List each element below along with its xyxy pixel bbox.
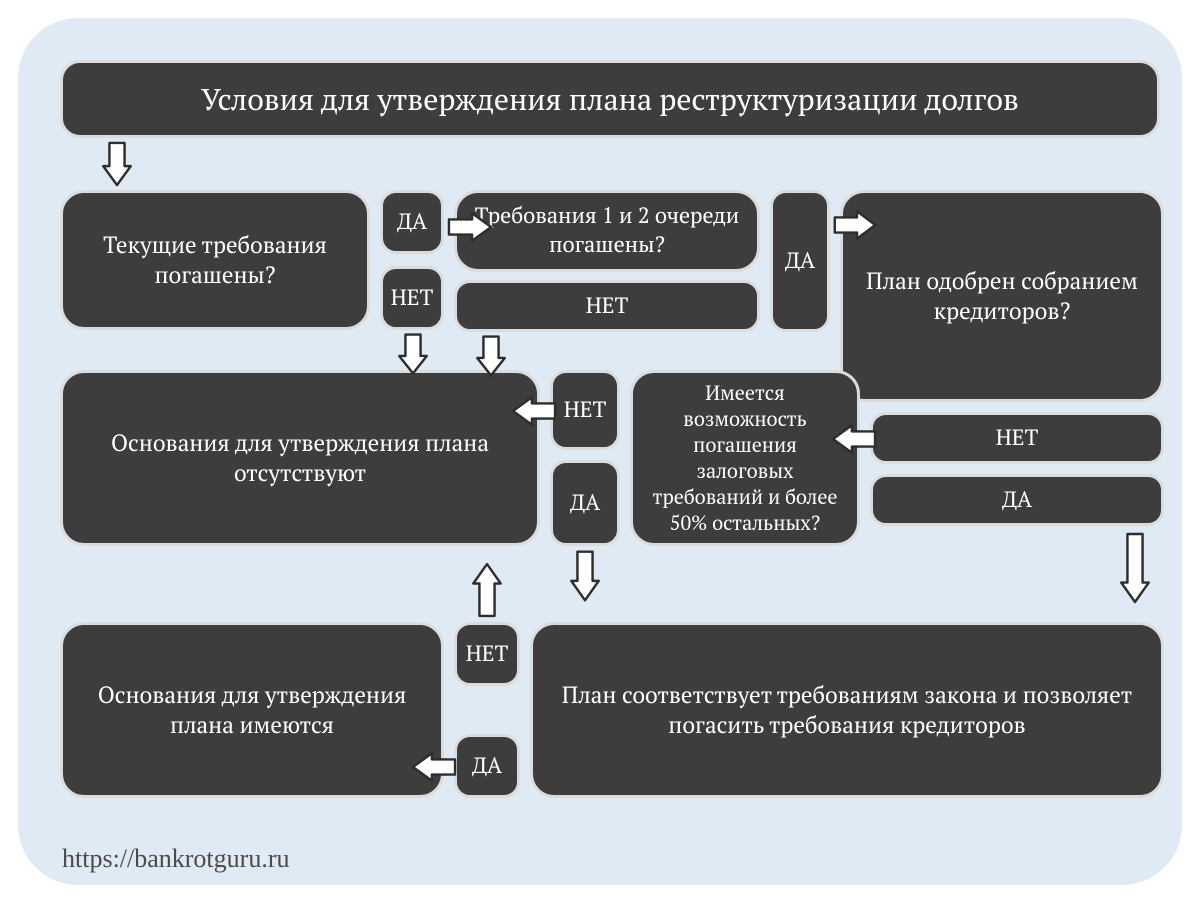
node-label: Требования 1 и 2 очереди погашены? — [473, 202, 741, 259]
node-label: Текущие требования погашены? — [79, 230, 351, 290]
node-label: ДА — [785, 247, 815, 276]
node-label: Основания для утверждения плана имеются — [79, 680, 425, 740]
node-yes5: ДА — [454, 734, 520, 798]
node-label: ДА — [570, 489, 600, 518]
node-yes3: ДА — [550, 460, 620, 546]
arrow-a_yes3_down — [568, 546, 602, 606]
node-label: НЕТ — [996, 424, 1038, 453]
node-label: Имеется возможность погашения залоговых … — [649, 380, 841, 536]
node-no2: НЕТ — [454, 280, 760, 332]
node-label: НЕТ — [466, 640, 508, 669]
flowchart-canvas: Условия для утверждения плана реструктур… — [18, 18, 1182, 885]
node-label: НЕТ — [586, 292, 628, 321]
node-yes2: ДА — [770, 190, 830, 332]
node-label: Условия для утверждения плана реструктур… — [201, 80, 1019, 119]
node-label: Основания для утверждения плана отсутств… — [79, 428, 521, 488]
node-no-basis: Основания для утверждения плана отсутств… — [60, 370, 540, 546]
node-no5: НЕТ — [454, 622, 520, 686]
node-label: ДА — [472, 752, 502, 781]
node-label: План одобрен собранием кредиторов? — [859, 266, 1145, 326]
node-label: ДА — [1002, 486, 1032, 515]
node-label: НЕТ — [391, 284, 433, 313]
node-yes4: ДА — [870, 474, 1164, 526]
node-q-law: План соответствует требованиям закона и … — [530, 622, 1164, 798]
node-has-basis: Основания для утверждения плана имеются — [60, 622, 444, 798]
node-no3: НЕТ — [550, 370, 620, 450]
node-q-plan: План одобрен собранием кредиторов? — [840, 190, 1164, 402]
arrow-a_title_down — [100, 138, 134, 190]
node-q-collateral: Имеется возможность погашения залоговых … — [630, 370, 860, 546]
node-label: ДА — [397, 208, 427, 237]
footer-text: https://bankrotguru.ru — [62, 844, 289, 873]
arrow-a_no5_up — [470, 558, 504, 622]
node-q-queue: Требования 1 и 2 очереди погашены? — [454, 190, 760, 272]
node-no1: НЕТ — [380, 266, 444, 330]
node-label: План соответствует требованиям закона и … — [549, 680, 1145, 740]
node-title: Условия для утверждения плана реструктур… — [60, 60, 1160, 138]
arrow-a_yes4_down — [1118, 526, 1152, 610]
node-yes1: ДА — [380, 190, 444, 254]
footer-url: https://bankrotguru.ru — [62, 844, 289, 874]
node-no4: НЕТ — [870, 412, 1164, 464]
node-q-current: Текущие требования погашены? — [60, 190, 370, 330]
node-label: НЕТ — [564, 396, 606, 425]
